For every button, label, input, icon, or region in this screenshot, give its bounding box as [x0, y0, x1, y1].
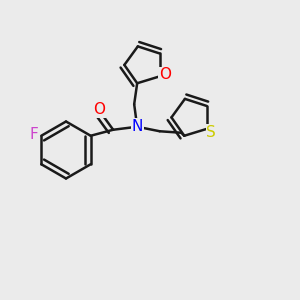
Text: F: F	[29, 127, 38, 142]
Text: N: N	[131, 119, 143, 134]
Text: O: O	[93, 102, 105, 117]
Text: O: O	[159, 68, 171, 82]
Text: S: S	[206, 125, 216, 140]
